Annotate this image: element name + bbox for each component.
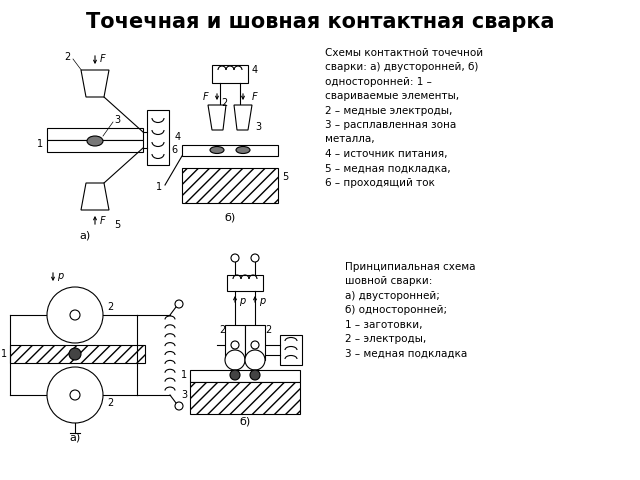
Circle shape <box>230 370 240 380</box>
Text: 1: 1 <box>37 139 43 149</box>
Circle shape <box>250 370 260 380</box>
Text: F: F <box>202 92 208 102</box>
Text: Точечная и шовная контактная сварка: Точечная и шовная контактная сварка <box>86 12 554 32</box>
Text: 4: 4 <box>175 132 181 142</box>
Circle shape <box>231 341 239 349</box>
Polygon shape <box>81 70 109 97</box>
Circle shape <box>47 367 103 423</box>
Text: 1: 1 <box>156 182 162 192</box>
Ellipse shape <box>87 136 103 146</box>
Circle shape <box>69 348 81 360</box>
Circle shape <box>251 341 259 349</box>
Bar <box>182 168 278 203</box>
Text: 1: 1 <box>181 370 187 380</box>
Text: 2: 2 <box>107 398 113 408</box>
Circle shape <box>70 310 80 320</box>
Text: б): б) <box>239 417 251 427</box>
Text: 3: 3 <box>255 122 261 132</box>
Bar <box>225 325 245 360</box>
Circle shape <box>70 390 80 400</box>
Text: 2: 2 <box>64 52 70 62</box>
Text: б): б) <box>225 212 236 222</box>
Text: Принципиальная схема
шовной сварки:
а) двусторонней;
б) односторонней;
1 – загот: Принципиальная схема шовной сварки: а) д… <box>345 262 476 359</box>
Circle shape <box>231 254 239 262</box>
Bar <box>280 335 302 365</box>
Text: 5: 5 <box>114 220 120 230</box>
Circle shape <box>225 350 245 370</box>
Text: 5: 5 <box>282 172 288 182</box>
Text: 2: 2 <box>219 325 225 335</box>
Bar <box>182 145 278 156</box>
Text: p: p <box>259 296 265 306</box>
Circle shape <box>175 402 183 410</box>
Bar <box>147 110 169 165</box>
Circle shape <box>47 287 103 343</box>
Bar <box>245 325 265 360</box>
Text: 3: 3 <box>181 390 187 400</box>
Text: F: F <box>252 92 258 102</box>
Bar <box>10 345 145 363</box>
Polygon shape <box>81 183 109 210</box>
Text: а): а) <box>79 230 91 240</box>
Circle shape <box>175 300 183 308</box>
Circle shape <box>251 254 259 262</box>
Bar <box>190 382 300 414</box>
Text: 6: 6 <box>172 145 178 155</box>
Circle shape <box>245 350 265 370</box>
Bar <box>212 65 248 83</box>
Ellipse shape <box>210 146 224 154</box>
Text: 3: 3 <box>114 115 120 125</box>
Text: p: p <box>239 296 245 306</box>
Text: F: F <box>100 54 106 64</box>
Text: F: F <box>100 216 106 226</box>
Text: 2: 2 <box>221 98 228 108</box>
Bar <box>47 128 143 140</box>
Bar <box>47 140 143 152</box>
Bar <box>190 370 300 382</box>
Text: 2: 2 <box>265 325 271 335</box>
Polygon shape <box>234 105 252 130</box>
Text: 1: 1 <box>1 349 7 359</box>
Bar <box>227 275 263 291</box>
Text: а): а) <box>69 433 81 443</box>
Polygon shape <box>208 105 226 130</box>
Text: 4: 4 <box>252 65 258 75</box>
Ellipse shape <box>236 146 250 154</box>
Text: Схемы контактной точечной
сварки: а) двусторонней, б)
односторонней: 1 –
сварива: Схемы контактной точечной сварки: а) дву… <box>325 48 483 188</box>
Text: p: p <box>57 271 63 281</box>
Text: 2: 2 <box>107 302 113 312</box>
